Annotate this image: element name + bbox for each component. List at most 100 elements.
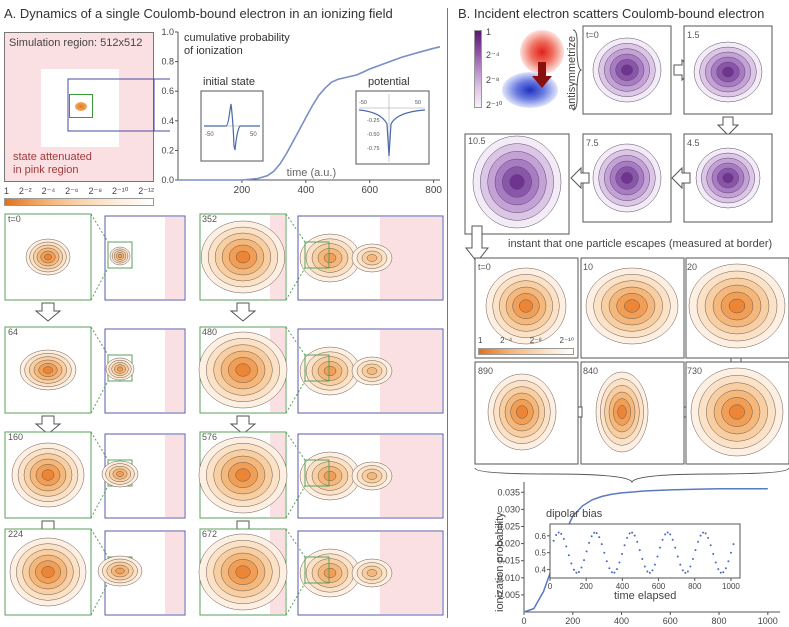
x-tick-label: 200 [580, 582, 594, 591]
potential-inset: -50 50 -0.25 -0.50 -0.75 [355, 90, 430, 165]
panel-b-graphics [464, 25, 789, 484]
frame-left-1 [4, 326, 92, 414]
p-frame-label-1: 1.5 [687, 30, 700, 40]
density-contour [117, 253, 123, 259]
dipolar-point [681, 569, 684, 572]
x-tick-label: 600 [652, 582, 666, 591]
dipolar-point [704, 532, 707, 535]
x-tick-label: 800 [425, 185, 442, 196]
dipolar-point [664, 533, 667, 536]
dipolar-point [575, 571, 578, 574]
density-contour [519, 299, 533, 313]
purple-contour [509, 174, 525, 190]
left-arrow [671, 166, 691, 190]
frame-border [4, 431, 92, 519]
dipolar-frame [549, 523, 741, 579]
dipolar-point [648, 571, 651, 574]
dipolar-point [679, 563, 682, 566]
attenuated-label-2: in pink region [13, 164, 79, 176]
dipolar-point [570, 562, 573, 565]
panel-divider [447, 8, 448, 618]
down-arrow [34, 302, 62, 322]
dipolar-point [600, 543, 603, 546]
wavefunction-blob [75, 102, 87, 111]
zoom-box-small [304, 556, 330, 584]
cbar-b-label-1: 2⁻⁴ [486, 50, 500, 60]
density-contour [41, 469, 55, 481]
p-frame-label-0: t=0 [586, 30, 599, 40]
inset-tick: 50 [415, 100, 421, 106]
purple-contour [621, 172, 633, 184]
dipolar-point [732, 543, 735, 546]
electrons-diagram [502, 30, 564, 108]
left-arrow [570, 166, 590, 190]
cbar-a-label-1: 2⁻² [18, 186, 32, 196]
o-frame-label-0: t=0 [478, 262, 491, 272]
frame-label-l0: t=0 [8, 214, 21, 224]
density-contour [115, 567, 125, 575]
y-tick-label: 0.035 [497, 487, 520, 497]
bottom-brace [474, 467, 789, 484]
frame-label-l2: 160 [8, 432, 24, 442]
dipolar-point [638, 549, 641, 552]
frame-left-0 [4, 213, 92, 301]
x-tick-label: 0 [521, 616, 526, 626]
zoom-connector [285, 528, 306, 558]
density-contour [366, 367, 378, 375]
dipolar-point [712, 552, 715, 555]
cbar-a-label-4: 2⁻⁸ [88, 186, 103, 196]
density-contour [624, 299, 640, 313]
potential-label: potential [368, 76, 410, 88]
o-frame-label-5: 890 [478, 366, 494, 376]
dipolar-point [666, 531, 669, 534]
sim-region-lines [67, 78, 170, 132]
density-contour [235, 468, 251, 482]
cbar-c-label-0: 1 [478, 336, 483, 345]
attenuation-strip [165, 435, 184, 517]
dipolar-point [618, 561, 621, 564]
attenuated-label-1: state attenuated [13, 151, 92, 163]
y-tick-label: 0.2 [161, 145, 174, 155]
dipolar-point [623, 544, 626, 547]
inset-tick: -0.75 [367, 146, 380, 152]
dipolar-point [595, 532, 598, 535]
zoom-connector [90, 326, 109, 356]
x-tick-label: 200 [565, 616, 580, 626]
density-contour [323, 252, 337, 264]
cbar-a-label-0: 1 [4, 186, 10, 196]
y-tick-label: 0.5 [535, 549, 547, 558]
dipolar-point [572, 568, 575, 571]
cbar-c-label-2: 2⁻⁸ [529, 336, 542, 345]
y-tick-label: 0.4 [161, 116, 174, 126]
x-tick-label: 400 [616, 582, 630, 591]
dipolar-point [724, 567, 727, 570]
sim-region-label: Simulation region: 512x512 [9, 37, 143, 49]
frame-label-l3: 224 [8, 529, 24, 539]
frame-label-r1: 480 [202, 327, 218, 337]
x-tick-label: 400 [614, 616, 629, 626]
attenuation-strip [165, 217, 184, 299]
dipolar-point [603, 551, 606, 554]
down-arrow [34, 415, 62, 435]
dipolar-bias-inset: 0.4 0.5 0.6 0 200 400 600 800 1000 [535, 523, 741, 591]
down-arrow [716, 116, 740, 136]
inset-tick: -0.25 [367, 118, 380, 124]
x-tick-label: 600 [663, 616, 678, 626]
y-tick-label: 0.4 [535, 566, 547, 575]
ion-ylabel: ionization probability [494, 512, 506, 612]
dipolar-point [641, 557, 644, 560]
density-contour [235, 565, 251, 579]
dipolar-point [686, 570, 689, 573]
zoom-connector [285, 213, 306, 243]
dipolar-point [697, 540, 700, 543]
x-tick-label: 800 [712, 616, 727, 626]
dipolar-point [636, 540, 639, 543]
colorbar-c-labels: 1 2⁻⁴ 2⁻⁸ 2⁻¹⁰ [478, 336, 574, 345]
p-frame-label-2: 4.5 [687, 138, 700, 148]
dipolar-point [674, 546, 677, 549]
dipolar-point [633, 534, 636, 537]
dipolar-point [608, 567, 611, 570]
x-tick-label: 1000 [722, 582, 740, 591]
colorbar-c [478, 348, 574, 355]
colorbar-a [4, 198, 154, 206]
